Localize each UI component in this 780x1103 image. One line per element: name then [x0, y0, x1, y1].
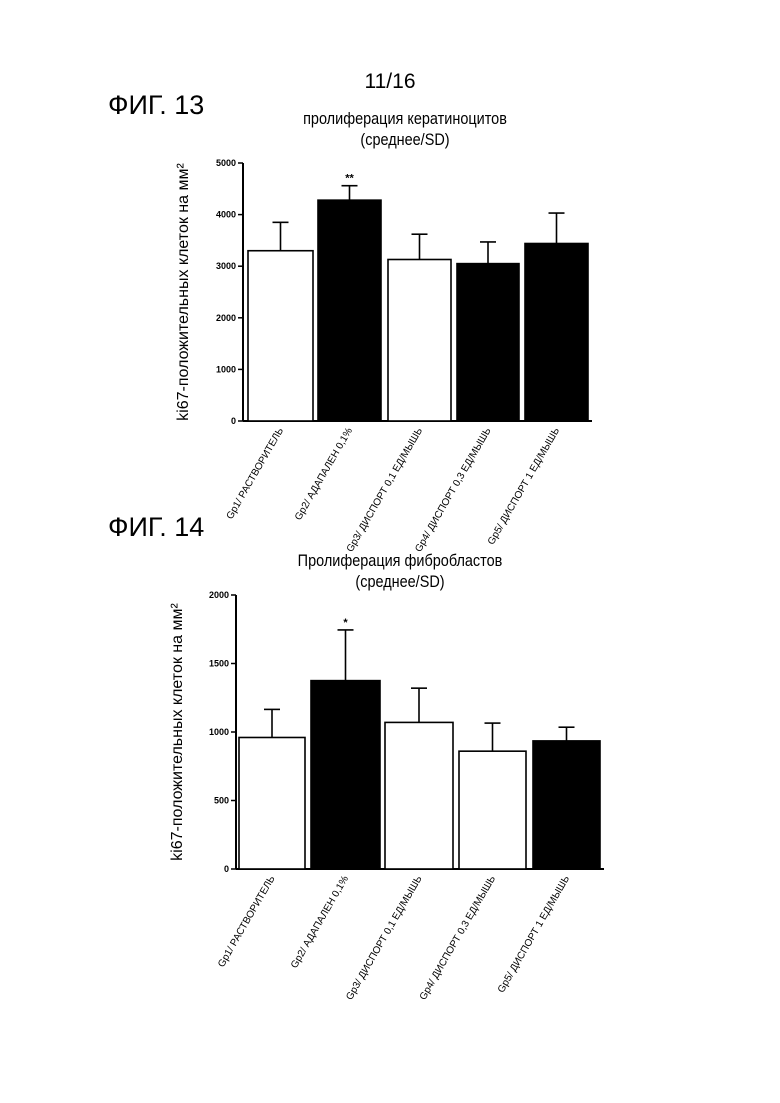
fibroblast-chart: 0 500 1000 1500 2000 ki67-положительных клето… — [0, 0, 780, 1103]
bar — [311, 681, 380, 869]
category-label: Gp4/ ДИСПОРТ 0,3 ЕД/МЫШЬ — [418, 874, 499, 1002]
bar — [533, 741, 600, 869]
bar — [239, 737, 305, 869]
category-label: Gp2/ АДАПАЛЕН 0,1% — [289, 874, 351, 970]
y-tick-label: 1000 — [209, 727, 229, 737]
y-tick-label: 2000 — [209, 590, 229, 600]
category-label: Gp1/ РАСТВОРИТЕЛЬ — [216, 874, 278, 970]
y-tick-label: 0 — [224, 864, 229, 874]
bar — [385, 722, 453, 869]
y-tick-label: 1500 — [209, 659, 229, 669]
category-label: Gp3/ ДИСПОРТ 0,1 ЕД/МЫШЬ — [344, 874, 425, 1002]
category-label: Gp5/ ДИСПОРТ 1 ЕД/МЫШЬ — [496, 874, 572, 995]
y-axis-label: ki67-положительных клеток на мм² — [169, 603, 186, 861]
y-tick-label: 500 — [214, 796, 229, 806]
bar — [459, 751, 526, 869]
significance-marker: * — [343, 617, 348, 629]
